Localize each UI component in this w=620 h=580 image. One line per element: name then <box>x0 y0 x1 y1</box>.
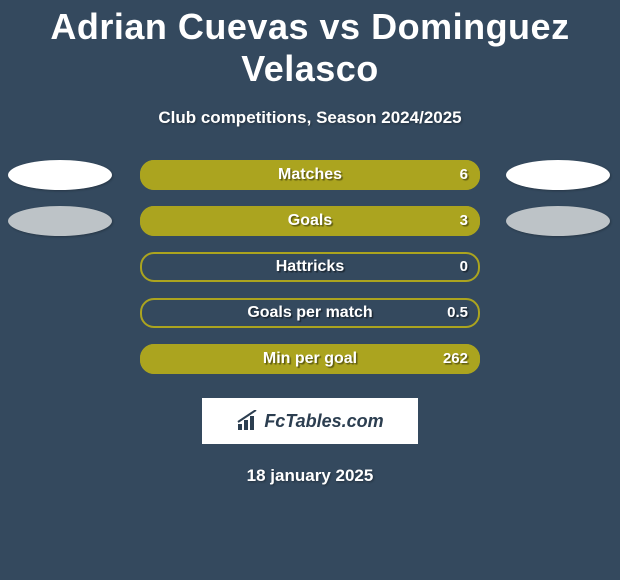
stat-label: Hattricks <box>140 252 480 282</box>
stat-row: Min per goal 262 <box>0 344 620 390</box>
stat-value: 6 <box>460 160 468 190</box>
player1-name: Adrian Cuevas <box>50 6 309 47</box>
logo-text: FcTables.com <box>264 411 383 432</box>
stat-row: Goals 3 <box>0 206 620 252</box>
vs-text: vs <box>320 6 361 47</box>
logo: FcTables.com <box>236 410 383 432</box>
bar-track: Goals per match 0.5 <box>140 298 480 328</box>
stat-value: 0.5 <box>447 298 468 328</box>
stat-row: Hattricks 0 <box>0 252 620 298</box>
page-title: Adrian Cuevas vs Dominguez Velasco <box>0 0 620 90</box>
bar-chart-icon <box>236 410 260 432</box>
stat-label: Min per goal <box>140 344 480 374</box>
bar-track: Min per goal 262 <box>140 344 480 374</box>
bar-track: Matches 6 <box>140 160 480 190</box>
stat-label: Goals <box>140 206 480 236</box>
bar-track: Hattricks 0 <box>140 252 480 282</box>
stat-row: Goals per match 0.5 <box>0 298 620 344</box>
bar-track: Goals 3 <box>140 206 480 236</box>
subtitle: Club competitions, Season 2024/2025 <box>0 108 620 128</box>
stat-label: Goals per match <box>140 298 480 328</box>
player1-marker <box>8 160 112 190</box>
player2-marker <box>506 160 610 190</box>
stat-label: Matches <box>140 160 480 190</box>
player1-marker <box>8 206 112 236</box>
player2-marker <box>506 206 610 236</box>
stat-value: 3 <box>460 206 468 236</box>
date-text: 18 january 2025 <box>0 466 620 486</box>
stat-row: Matches 6 <box>0 160 620 206</box>
comparison-chart: Matches 6 Goals 3 Hattricks 0 Goals per … <box>0 160 620 390</box>
stat-value: 262 <box>443 344 468 374</box>
stat-value: 0 <box>460 252 468 282</box>
logo-box: FcTables.com <box>202 398 418 444</box>
